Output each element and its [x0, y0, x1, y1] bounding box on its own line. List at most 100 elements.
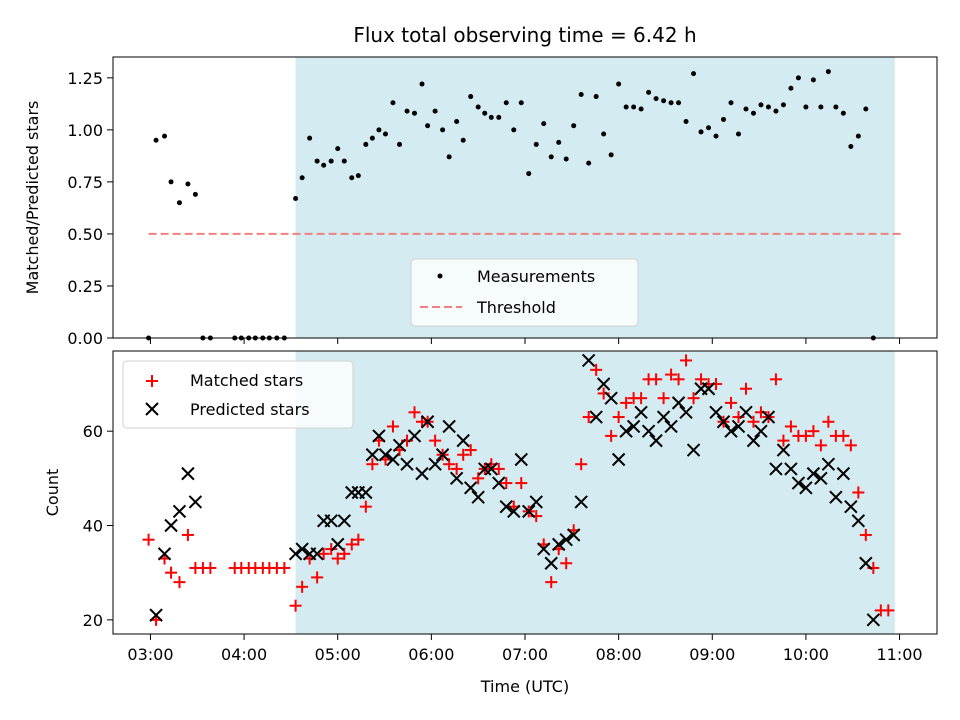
predicted-point — [754, 424, 768, 438]
measurement-point — [369, 135, 375, 141]
predicted-point — [181, 466, 195, 481]
matched-point — [852, 486, 865, 499]
predicted-point — [157, 547, 172, 561]
measurement-point — [646, 89, 652, 95]
matched-point — [837, 429, 850, 442]
measurement-point — [307, 135, 313, 141]
predicted-point — [686, 443, 701, 457]
x-tick-label: 05:00 — [315, 645, 361, 664]
matched-point — [882, 604, 895, 617]
predicted-point — [449, 471, 464, 486]
measurement-point — [840, 110, 846, 116]
measurement-point — [698, 129, 704, 135]
matched-point — [814, 439, 827, 452]
matched-point — [665, 368, 678, 381]
x-tick-label: 08:00 — [596, 645, 642, 664]
predicted-point — [724, 424, 738, 438]
matched-point — [386, 420, 399, 433]
matched-point — [672, 373, 685, 386]
predicted-point — [859, 556, 873, 570]
matched-point — [575, 458, 588, 471]
predicted-point — [492, 476, 506, 490]
predicted-point — [589, 410, 603, 424]
matched-point — [680, 354, 693, 367]
measurement-point — [616, 81, 622, 87]
measurement-point — [419, 81, 425, 87]
predicted-point — [649, 433, 663, 448]
matched-point — [450, 462, 463, 475]
predicted-point — [537, 542, 551, 556]
measurement-point — [571, 123, 577, 129]
matched-point — [359, 500, 372, 513]
measurement-point — [518, 100, 524, 106]
matched-point — [799, 429, 812, 442]
matched-point — [612, 411, 625, 424]
measurement-point — [328, 158, 334, 164]
legend-label-measurements: Measurements — [477, 267, 595, 286]
matched-point — [408, 406, 421, 419]
matched-point — [181, 528, 194, 541]
measurement-point — [425, 123, 431, 129]
y-tick-label: 0.50 — [67, 225, 103, 244]
measurement-point — [691, 71, 697, 77]
matched-point — [859, 528, 872, 541]
matched-point — [822, 415, 835, 428]
predicted-point — [739, 405, 753, 420]
predicted-point — [420, 415, 435, 429]
measurement-point — [488, 114, 494, 120]
matched-point — [784, 420, 797, 433]
measurement-point — [623, 104, 629, 110]
matched-point — [317, 547, 330, 560]
measurement-point — [608, 152, 614, 158]
measurement-point — [601, 131, 607, 137]
x-tick-label: 06:00 — [408, 645, 454, 664]
measurement-point — [397, 141, 403, 147]
matched-point — [142, 533, 155, 546]
matched-point — [345, 538, 358, 551]
measurement-point — [556, 139, 562, 145]
matched-point — [457, 448, 470, 461]
matched-point — [687, 392, 700, 405]
measurement-point — [728, 100, 734, 106]
shaded-interval — [295, 351, 895, 634]
predicted-point — [415, 466, 429, 481]
predicted-point — [574, 495, 588, 509]
measurement-point — [168, 179, 174, 185]
matched-point — [777, 434, 790, 447]
y-tick-label: 40 — [83, 517, 103, 536]
measurement-point — [706, 125, 712, 131]
predicted-point — [529, 495, 543, 509]
predicted-point — [428, 457, 442, 471]
predicted-point — [821, 457, 836, 471]
measurement-point — [721, 116, 727, 122]
predicted-point — [791, 476, 806, 490]
predicted-point — [761, 410, 776, 424]
predicted-point — [172, 504, 187, 519]
predicted-point — [471, 490, 485, 504]
matched-point — [620, 396, 633, 409]
measurement-point — [713, 133, 719, 139]
matched-point — [769, 373, 782, 386]
predicted-point — [463, 481, 478, 495]
measurement-point — [162, 133, 167, 139]
predicted-point — [522, 504, 536, 519]
measurement-point — [503, 100, 509, 106]
predicted-point — [746, 433, 761, 448]
predicted-point — [641, 424, 656, 438]
measurement-point — [153, 137, 159, 143]
measurement-point — [363, 141, 369, 147]
predicted-point — [619, 424, 633, 438]
matched-point — [560, 557, 573, 570]
predicted-point — [456, 433, 470, 448]
predicted-point — [844, 499, 858, 514]
predicted-point — [701, 382, 716, 396]
series-predicted-stars — [149, 353, 881, 627]
measurement-point — [482, 110, 488, 116]
measurement-point — [661, 98, 667, 104]
predicted-point — [836, 466, 851, 481]
predicted-point — [664, 419, 678, 434]
matched-point — [635, 392, 648, 405]
measurement-point — [460, 137, 466, 143]
axes-frame — [112, 350, 938, 635]
predicted-point — [604, 391, 618, 405]
